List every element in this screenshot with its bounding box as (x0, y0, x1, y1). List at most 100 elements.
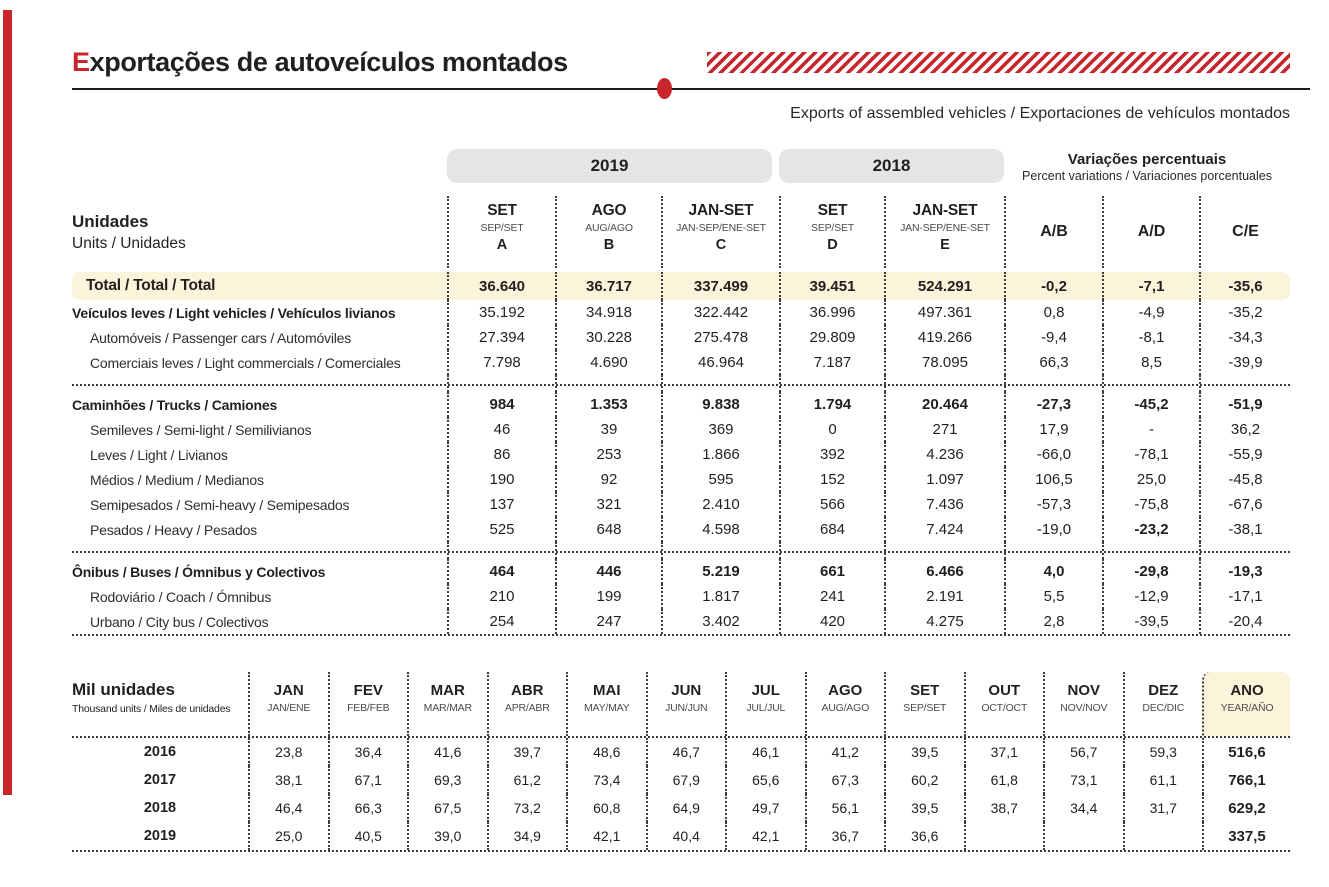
month-value: 42,1 (725, 822, 805, 850)
month-header-out: OUT OCT/OCT (963, 672, 1044, 736)
month-header-jan: JAN JAN/ENE (248, 672, 328, 736)
row-value: 7.436 (884, 492, 1004, 517)
thousand-units-label: Mil unidades (72, 680, 175, 699)
separator-cell (447, 375, 555, 392)
separator-cell (1102, 375, 1199, 392)
year-group-2018: 2018 (779, 149, 1004, 183)
row-value: 86 (447, 442, 555, 467)
month-value: 39,0 (407, 822, 487, 850)
month-label: MAR (430, 682, 465, 699)
month-value: 31,7 (1122, 794, 1203, 822)
year-total-sublabel: YEAR/AÑO (1220, 702, 1274, 714)
month-value: 73,4 (566, 766, 646, 794)
monthly-row: 2019 25,0 40,5 39,0 34,9 42,1 40,4 42,1 36,7 36,6… (72, 822, 1290, 850)
section-separator (72, 375, 1290, 392)
column-month-sublabel: AUG/AGO (585, 222, 633, 234)
row-value: 36,2 (1199, 417, 1290, 442)
table-row: Médios / Medium / Medianos 190 92 595 152 1.0… (72, 467, 1290, 492)
month-value: 61,2 (486, 766, 567, 794)
row-label: Semipesados / Semi-heavy / Semipesados (90, 496, 350, 513)
month-value: 39,5 (884, 738, 964, 766)
month-header-mai: MAI MAY/MAY (566, 672, 646, 736)
row-value: -19,3 (1199, 559, 1290, 584)
row-label: Semileves / Semi-light / Semilivianos (90, 421, 312, 438)
month-value: 46,7 (645, 738, 726, 766)
month-label: SET (910, 682, 940, 699)
row-value: -51,9 (1199, 392, 1290, 417)
row-year: 2017 (143, 772, 177, 788)
row-value: 27.394 (447, 325, 555, 350)
month-label: JUL (751, 682, 780, 699)
separator-cell (1004, 375, 1102, 392)
row-value: 199 (555, 584, 661, 609)
row-value: 39 (555, 417, 661, 442)
month-value: 56,1 (804, 794, 885, 822)
month-value: 67,3 (804, 766, 885, 794)
month-value: 37,1 (963, 738, 1044, 766)
month-sublabel: OCT/OCT (981, 702, 1028, 714)
row-label: Caminhões / Trucks / Camiones (72, 396, 278, 413)
month-label: JUN (671, 682, 702, 699)
separator-cell (661, 542, 779, 559)
year-total-label: ANO (1230, 682, 1264, 699)
separator-cell (555, 542, 661, 559)
column-header-ratio-6: A/D (1102, 196, 1199, 268)
separator-cell (1102, 542, 1199, 559)
month-value: 61,1 (1122, 766, 1203, 794)
row-value: 2.191 (884, 584, 1004, 609)
title-row: Exportações de autoveículos montados (72, 43, 1290, 81)
column-month-label: SET (817, 202, 848, 219)
row-value: 595 (661, 467, 779, 492)
month-header-mar: MAR MAR/MAR (407, 672, 487, 736)
month-value: 36,4 (327, 738, 408, 766)
year-total-header: ANO YEAR/AÑO (1202, 672, 1290, 736)
row-value: -35,2 (1199, 300, 1290, 325)
thousand-units-sublabel: Thousand units / Miles de unidades (72, 703, 231, 715)
row-value: 9.838 (661, 392, 779, 417)
row-label: Pesados / Heavy / Pesados (90, 521, 257, 538)
column-header-c: JAN-SET JAN-SEP/ENE-SET C (661, 196, 779, 268)
row-year: 2018 (143, 800, 177, 816)
row-value: 1.097 (884, 467, 1004, 492)
row-value: 30.228 (555, 325, 661, 350)
row-label: Rodoviário / Coach / Ómnibus (90, 588, 272, 605)
table-row: Comerciais leves / Light commercials / C… (72, 350, 1290, 375)
month-sublabel: AUG/AGO (821, 702, 870, 714)
month-label: NOV (1067, 682, 1100, 699)
row-value: -57,3 (1004, 492, 1102, 517)
month-sublabel: JUL/JUL (746, 702, 786, 714)
row-value: 7.187 (779, 350, 884, 375)
page-subtitle: Exports of assembled vehicles / Exportac… (790, 105, 1290, 122)
separator-cell (779, 375, 884, 392)
variations-subtitle: Percent variations / Variaciones porcent… (1022, 169, 1272, 183)
row-value: 137 (447, 492, 555, 517)
year-total-value: 766,1 (1202, 766, 1290, 794)
row-value: 36.640 (447, 272, 555, 300)
month-header-abr: ABR APR/ABR (486, 672, 567, 736)
row-year: 2016 (143, 744, 177, 760)
title-text: xportações de autoveículos montados (89, 46, 569, 77)
thousand-units-header-cell: Mil unidades Thousand units / Miles de u… (72, 672, 248, 736)
row-value: 420 (779, 609, 884, 634)
month-value: 67,9 (645, 766, 726, 794)
separator-cell (1199, 542, 1290, 559)
month-value: 36,6 (884, 822, 964, 850)
month-label: FEV (353, 682, 383, 699)
column-letter: D (827, 237, 838, 253)
row-value: 36.996 (779, 300, 884, 325)
row-value: 25,0 (1102, 467, 1199, 492)
column-letter: A (496, 237, 508, 253)
month-header-dez: DEZ DEC/DIC (1122, 672, 1203, 736)
row-value: 20.464 (884, 392, 1004, 417)
column-header-a: SET SEP/SET A (447, 196, 555, 268)
page-title: Exportações de autoveículos montados (72, 47, 568, 78)
month-value: 73,2 (486, 794, 567, 822)
row-value: 4.275 (884, 609, 1004, 634)
row-value: -12,9 (1102, 584, 1199, 609)
exports-table: 2019 2018 Variações percentuais Percent … (72, 149, 1290, 636)
units-sublabel: Units / Unidades (72, 234, 186, 252)
row-value: 78.095 (884, 350, 1004, 375)
separator-line (72, 551, 1290, 553)
year-total-value: 516,6 (1202, 738, 1290, 766)
